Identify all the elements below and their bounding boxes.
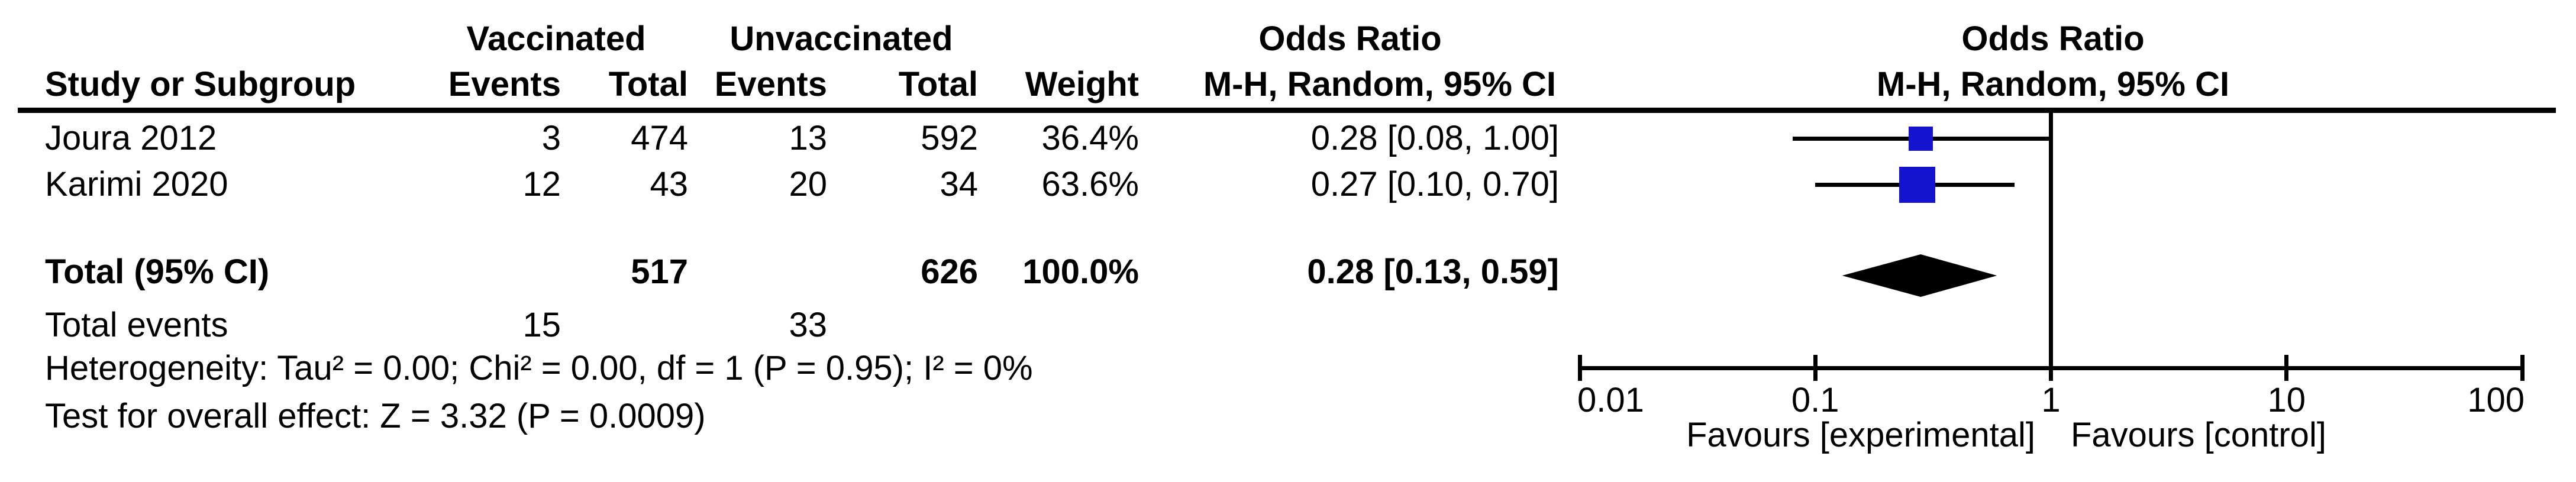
total-row-weight: 100.0% [1022,253,1139,291]
col-header-weight: Weight [1025,65,1139,103]
header-rule [18,108,2556,113]
total-row-label: Total (95% CI) [45,253,270,291]
events-vacc-cell: 3 [541,119,561,157]
axis-tick-label: 0.1 [1791,381,1839,419]
events-unvacc-cell: 13 [789,119,827,157]
favours-control-label: Favours [control] [2071,416,2326,454]
axis-tick-label: 10 [2267,381,2306,419]
total-events-vacc: 15 [522,306,561,344]
group-header-unvaccinated: Unvaccinated [729,20,953,58]
col-header-total-vacc: Total [608,65,688,103]
plot-title-odds-ratio: Odds Ratio [1961,20,2145,58]
heterogeneity-text: Heterogeneity: Tau² = 0.00; Chi² = 0.00,… [45,349,1033,387]
axis-tick [1813,355,1818,381]
axis-tick [2520,355,2525,381]
total-unvacc-cell: 34 [940,165,978,203]
study-name-cell: Karimi 2020 [45,165,228,203]
or-ci-cell: 0.27 [0.10, 0.70] [1310,165,1559,203]
weight-cell: 36.4% [1041,119,1139,157]
total-row-or-ci: 0.28 [0.13, 0.59] [1307,253,1559,291]
col-header-study: Study or Subgroup [45,65,356,103]
events-unvacc-cell: 20 [789,165,827,203]
total-vacc-cell: 43 [650,165,688,203]
favours-experimental-label: Favours [experimental] [1686,416,2035,454]
axis-tick-label: 100 [2467,381,2525,419]
axis-tick-label: 0.01 [1577,381,1644,419]
effect-square [1908,126,1933,151]
or-ci-cell: 0.28 [0.08, 1.00] [1310,119,1559,157]
total-vacc-cell: 474 [631,119,688,157]
axis-tick-label: 1 [2041,381,2061,419]
summary-diamond-shape [1842,254,1997,297]
null-effect-line [2049,111,2053,370]
total-row-total-unvacc: 626 [921,253,978,291]
weight-cell: 63.6% [1041,165,1139,203]
axis-tick [2284,355,2289,381]
col-header-events-unvacc: Events [714,65,827,103]
col-header-mh-ci-left: M-H, Random, 95% CI [1203,65,1556,103]
column-group-odds-ratio-text: Odds Ratio [1258,20,1442,58]
events-vacc-cell: 12 [522,165,561,203]
effect-square [1899,166,1935,203]
total-events-unvacc: 33 [789,306,827,344]
axis-tick [1577,355,1582,381]
col-header-total-unvacc: Total [898,65,978,103]
total-row-total-vacc: 517 [631,253,688,291]
overall-effect-text: Test for overall effect: Z = 3.32 (P = 0… [45,397,706,435]
group-header-vaccinated: Vaccinated [466,20,646,58]
total-events-label: Total events [45,306,228,344]
axis-tick [2049,355,2053,381]
col-header-events-vacc: Events [448,65,561,103]
total-unvacc-cell: 592 [921,119,978,157]
plot-subtitle-mh-ci: M-H, Random, 95% CI [1876,65,2230,103]
study-name-cell: Joura 2012 [45,119,217,157]
